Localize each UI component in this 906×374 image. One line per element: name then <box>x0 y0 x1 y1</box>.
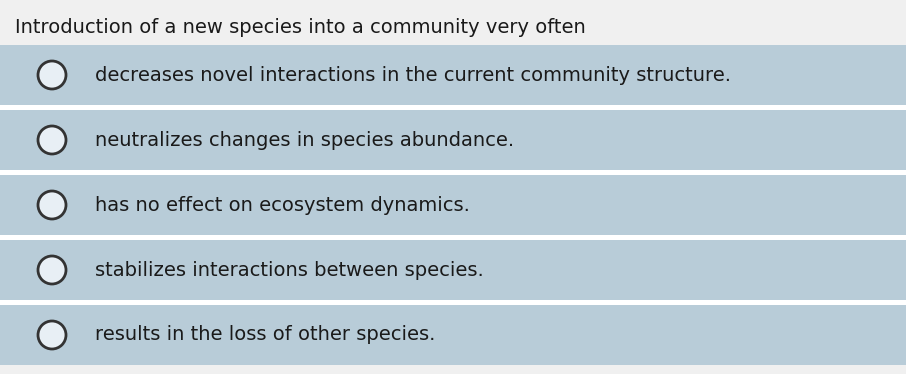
Circle shape <box>38 61 66 89</box>
Circle shape <box>38 126 66 154</box>
Bar <box>0 305 906 365</box>
Text: has no effect on ecosystem dynamics.: has no effect on ecosystem dynamics. <box>95 196 470 215</box>
Bar <box>0 300 906 305</box>
Text: Introduction of a new species into a community very often: Introduction of a new species into a com… <box>15 18 586 37</box>
Bar <box>0 175 906 235</box>
Text: decreases novel interactions in the current community structure.: decreases novel interactions in the curr… <box>95 65 731 85</box>
Bar <box>0 45 906 105</box>
Text: results in the loss of other species.: results in the loss of other species. <box>95 325 436 344</box>
Bar <box>0 170 906 175</box>
Text: stabilizes interactions between species.: stabilizes interactions between species. <box>95 261 484 279</box>
Circle shape <box>38 256 66 284</box>
Circle shape <box>38 321 66 349</box>
Bar <box>0 240 906 300</box>
Text: neutralizes changes in species abundance.: neutralizes changes in species abundance… <box>95 131 514 150</box>
Bar <box>0 110 906 170</box>
Bar <box>0 235 906 240</box>
Bar <box>0 105 906 110</box>
Circle shape <box>38 191 66 219</box>
